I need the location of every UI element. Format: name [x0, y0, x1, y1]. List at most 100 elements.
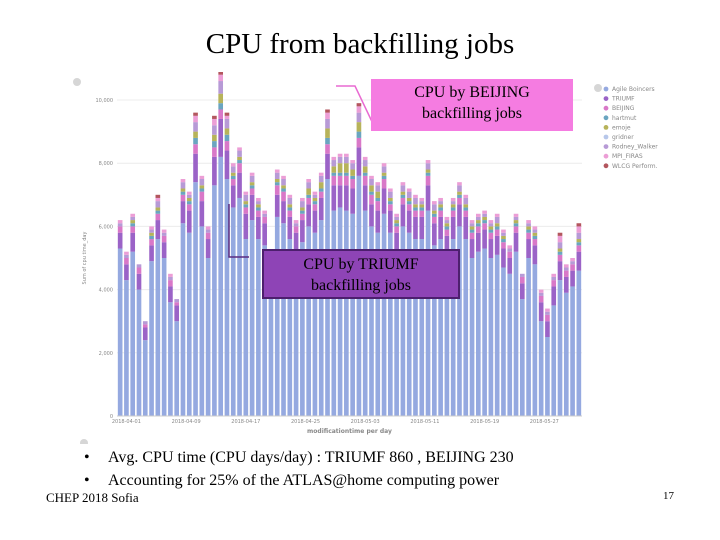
bar-segment-emoje: [457, 191, 462, 195]
bar-segment-agile-boincers: [432, 245, 437, 416]
bar-segment-agile-boincers: [168, 302, 173, 416]
bar-segment-rodney-walker: [293, 223, 299, 227]
bar-segment-emoje: [199, 185, 205, 189]
bar-segment-emoje: [369, 185, 374, 192]
bar-segment-rodney-walker: [199, 179, 205, 186]
bullet-item: • Avg. CPU time (CPU days/day) : TRIUMF 8…: [84, 446, 514, 469]
bar-segment-emoje: [300, 207, 305, 211]
y-tick-label: 6,000: [99, 224, 113, 230]
bar-segment-beijing: [337, 175, 343, 186]
bar-segment-emoje: [362, 166, 368, 173]
bar-segment-rodney-walker: [180, 182, 186, 189]
bar-segment-beijing: [155, 213, 161, 221]
bar-segment-triumf: [432, 223, 437, 246]
bar-segment-beijing: [532, 239, 538, 246]
bar-segment-triumf: [124, 264, 129, 281]
bar-segment-beijing: [136, 267, 142, 274]
bar-segment-hartmut: [318, 188, 324, 192]
bar-segment-rodney-walker: [155, 201, 161, 208]
bar-segment-beijing: [538, 295, 544, 303]
bar-segment-beijing: [425, 175, 431, 186]
legend-swatch[interactable]: [603, 105, 609, 111]
bar-segment-beijing: [488, 232, 494, 240]
legend-swatch[interactable]: [603, 86, 609, 92]
bar-segment-beijing: [356, 137, 362, 148]
bar-segment-agile-boincers: [469, 258, 475, 416]
bar-segment-rodney-walker: [576, 232, 582, 240]
bar-segment-rodney-walker: [356, 112, 362, 123]
bar-segment-hartmut: [256, 207, 261, 211]
bar-segment-agile-boincers: [142, 340, 148, 416]
bar-segment-mpi-firas: [563, 264, 569, 268]
bar-segment-triumf: [545, 321, 550, 337]
bar-segment-beijing: [306, 197, 311, 205]
bar-segment-hartmut: [469, 229, 475, 233]
bar-segment-beijing: [413, 210, 418, 217]
bar-segment-beijing: [117, 226, 123, 233]
bar-segment-beijing: [274, 185, 280, 195]
collapse-icon[interactable]: [73, 78, 81, 86]
bar-segment-hartmut: [457, 194, 462, 198]
bar-segment-mpi-firas: [274, 169, 280, 173]
legend-swatch[interactable]: [603, 144, 609, 149]
bar-segment-triumf: [149, 245, 154, 262]
bar-segment-emoje: [230, 172, 236, 176]
bar-segment-beijing: [444, 229, 450, 236]
bar-segment-triumf: [350, 188, 355, 214]
bar-segment-agile-boincers: [450, 239, 456, 416]
bar-segment-hartmut: [463, 207, 469, 211]
bar-segment-agile-boincers: [463, 239, 469, 416]
bar-segment-rodney-walker: [563, 267, 569, 271]
legend-swatch[interactable]: [603, 134, 609, 140]
bar-segment-triumf: [212, 156, 217, 186]
bar-segment-beijing: [545, 314, 550, 322]
bar-segment-beijing: [388, 204, 393, 211]
bar-segment-emoje: [394, 220, 399, 224]
bar-segment-wlcg-perform-: [576, 223, 582, 227]
bar-segment-mpi-firas: [381, 163, 387, 167]
bar-segment-rodney-walker: [230, 166, 236, 173]
bar-segment-agile-boincers: [413, 239, 418, 416]
bar-segment-triumf: [438, 216, 443, 240]
bar-segment-hartmut: [356, 131, 362, 138]
legend-toggle-icon[interactable]: [594, 84, 602, 92]
bar-segment-emoje: [432, 210, 437, 214]
bar-segment-rodney-walker: [318, 175, 324, 183]
bar-segment-rodney-walker: [488, 223, 494, 227]
bar-segment-rodney-walker: [281, 179, 286, 186]
bar-segment-beijing: [218, 109, 224, 119]
legend-swatch[interactable]: [603, 125, 609, 130]
x-tick-label: 2018-05-11: [410, 419, 439, 425]
legend-swatch[interactable]: [603, 163, 609, 169]
bar-segment-beijing: [318, 191, 324, 198]
bar-segment-beijing: [199, 191, 205, 202]
bar-segment-emoje: [469, 226, 475, 230]
bar-segment-agile-boincers: [538, 321, 544, 416]
bar-segment-beijing: [149, 239, 154, 246]
bar-segment-beijing: [237, 163, 242, 173]
legend-swatch[interactable]: [603, 115, 609, 121]
bar-segment-rodney-walker: [256, 201, 261, 205]
bar-segment-triumf: [344, 185, 349, 211]
bar-segment-emoje: [388, 197, 393, 202]
bar-segment-agile-boincers: [218, 156, 224, 416]
bar-segment-emoje: [274, 179, 280, 183]
bar-segment-rodney-walker: [381, 166, 387, 173]
bar-segment-beijing: [281, 191, 286, 202]
options-icon[interactable]: [80, 439, 88, 447]
bar-segment-agile-boincers: [381, 213, 387, 416]
bar-segment-mpi-firas: [117, 220, 123, 224]
bar-segment-agile-boincers: [425, 210, 431, 416]
bar-segment-triumf: [419, 216, 425, 240]
bar-segment-triumf: [501, 248, 506, 268]
bar-segment-triumf: [249, 194, 255, 221]
bar-segment-mpi-firas: [444, 216, 450, 221]
legend-swatch[interactable]: [603, 153, 609, 159]
bar-segment-rodney-walker: [469, 223, 475, 227]
legend-swatch[interactable]: [603, 96, 609, 101]
bar-segment-mpi-firas: [186, 191, 192, 195]
bar-segment-agile-boincers: [274, 216, 280, 416]
bar-segment-emoje: [488, 226, 494, 230]
bar-segment-triumf: [318, 197, 324, 221]
bar-segment-emoje: [344, 163, 349, 173]
